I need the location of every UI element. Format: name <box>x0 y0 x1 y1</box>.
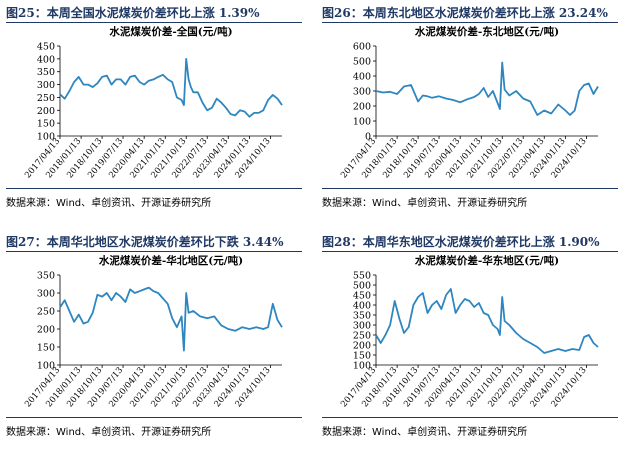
figure-caption: 图25：本周全国水泥煤炭价差环比上涨 1.39% <box>6 6 260 20</box>
y-tick-label: 200 <box>37 106 55 117</box>
y-tick-label: 250 <box>353 331 371 342</box>
y-tick-label: 350 <box>37 271 55 282</box>
caption-divider <box>322 251 618 252</box>
y-tick-label: 400 <box>353 301 371 312</box>
y-tick-label: 350 <box>37 67 55 78</box>
source-divider <box>322 417 618 418</box>
source-divider <box>322 188 618 189</box>
caption-divider <box>6 251 302 252</box>
y-tick-label: 400 <box>37 54 55 65</box>
caption-divider <box>322 22 618 23</box>
source-divider <box>6 417 302 418</box>
caption-divider <box>6 22 302 23</box>
line-chart: 水泥煤炭价差-华东地区(元/吨) 100150200250300350400450… <box>339 254 599 409</box>
line-chart: 水泥煤炭价差-东北地区(元/吨)01002003004005006002017/… <box>339 25 599 180</box>
chart-title: 水泥煤炭价差-华北地区(元/吨) <box>98 254 243 267</box>
y-tick-label: 300 <box>353 321 371 332</box>
y-tick-label: 150 <box>37 343 55 354</box>
figure-caption: 图28：本周华东地区水泥煤炭价差环比上涨 1.90% <box>322 235 600 249</box>
y-tick-label: 450 <box>353 291 371 302</box>
figure-26: 图26：本周东北地区水泥煤炭价差环比上涨 23.24% 水泥煤炭价差-东北地区(… <box>316 0 626 228</box>
y-tick-label: 150 <box>37 119 55 130</box>
y-tick-label: 100 <box>353 117 371 128</box>
data-source: 数据来源：Wind、卓创资讯、开源证券研究所 <box>322 198 528 209</box>
source-divider <box>6 188 302 189</box>
line-chart: 水泥煤炭价差-全国(元/吨)10015020025030035040045020… <box>23 25 283 180</box>
line-chart: 水泥煤炭价差-华北地区(元/吨)1001502002503003502017/0… <box>23 254 283 409</box>
y-tick-label: 250 <box>37 307 55 318</box>
figure-caption: 图27：本周华北地区水泥煤炭价差环比下跌 3.44% <box>6 235 284 249</box>
y-tick-label: 100 <box>353 361 371 372</box>
data-source: 数据来源：Wind、卓创资讯、开源证券研究所 <box>322 427 528 438</box>
data-source: 数据来源：Wind、卓创资讯、开源证券研究所 <box>6 427 212 438</box>
y-tick-label: 450 <box>37 42 55 53</box>
figure-28: 图28：本周华东地区水泥煤炭价差环比上涨 1.90% 水泥煤炭价差-华东地区(元… <box>316 229 626 457</box>
y-tick-label: 100 <box>37 132 55 143</box>
series-line <box>59 58 283 118</box>
data-source: 数据来源：Wind、卓创资讯、开源证券研究所 <box>6 198 212 209</box>
y-tick-label: 350 <box>353 311 371 322</box>
figure-caption: 图26：本周东北地区水泥煤炭价差环比上涨 23.24% <box>322 6 608 20</box>
figure-27: 图27：本周华北地区水泥煤炭价差环比下跌 3.44% 水泥煤炭价差-华北地区(元… <box>0 229 310 457</box>
y-tick-label: 100 <box>37 361 55 372</box>
y-tick-label: 300 <box>37 80 55 91</box>
y-tick-label: 600 <box>353 42 371 53</box>
y-tick-label: 200 <box>353 102 371 113</box>
y-tick-label: 150 <box>353 351 371 362</box>
series-line <box>375 288 599 354</box>
chart-title: 水泥煤炭价差-华东地区(元/吨) <box>414 254 559 267</box>
chart-title: 水泥煤炭价差-东北地区(元/吨) <box>414 25 559 38</box>
y-tick-label: 0 <box>365 132 371 143</box>
y-tick-label: 200 <box>353 341 371 352</box>
figure-25: 图25：本周全国水泥煤炭价差环比上涨 1.39% 水泥煤炭价差-全国(元/吨) 1… <box>0 0 310 228</box>
y-tick-label: 300 <box>353 87 371 98</box>
y-tick-label: 250 <box>37 93 55 104</box>
y-tick-label: 200 <box>37 325 55 336</box>
y-tick-label: 400 <box>353 72 371 83</box>
y-tick-label: 500 <box>353 57 371 68</box>
chart-title: 水泥煤炭价差-全国(元/吨) <box>108 25 232 38</box>
y-tick-label: 500 <box>353 281 371 292</box>
series-line <box>375 61 599 116</box>
y-tick-label: 550 <box>353 271 371 282</box>
y-tick-label: 300 <box>37 289 55 300</box>
series-line <box>59 286 283 352</box>
